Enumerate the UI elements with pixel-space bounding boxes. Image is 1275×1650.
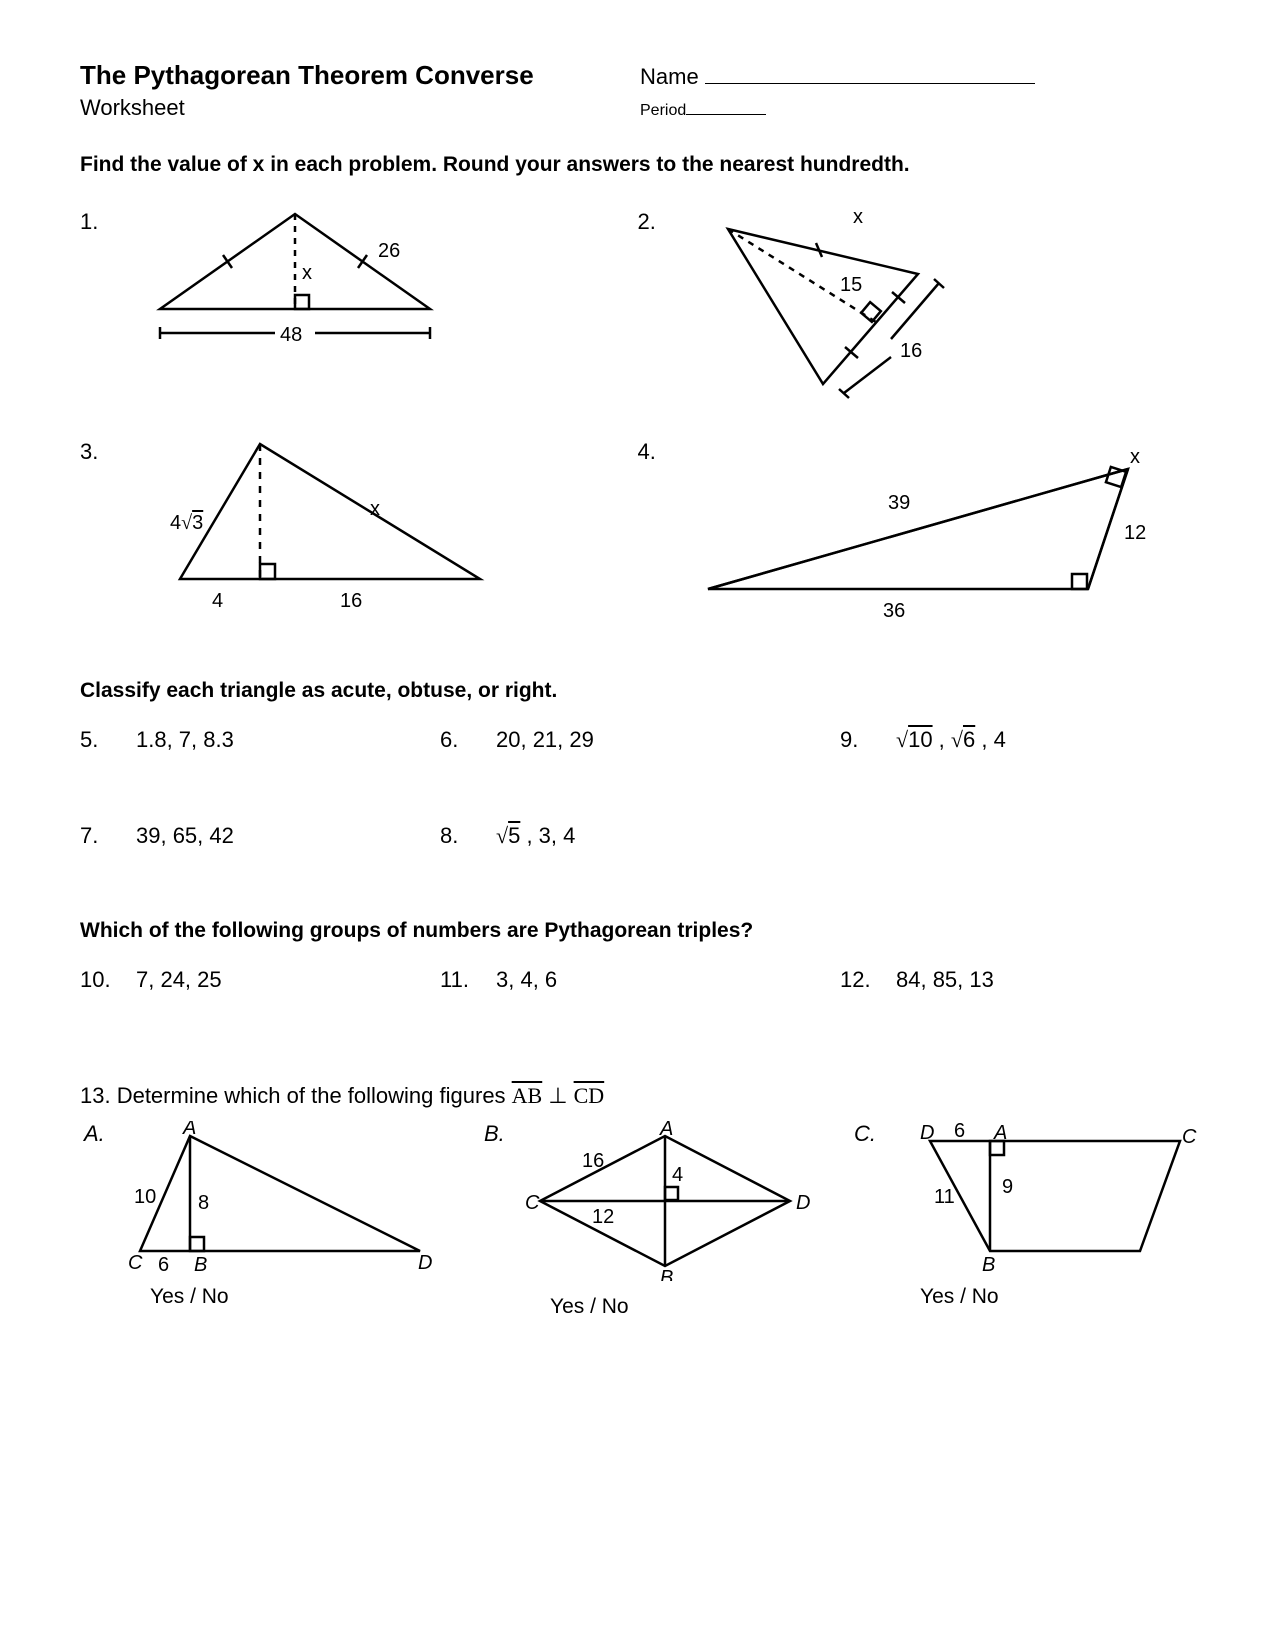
instructions-2: Classify each triangle as acute, obtuse,… (80, 679, 1195, 703)
page-title: The Pythagorean Theorem Converse (80, 60, 640, 91)
name-blank[interactable] (705, 83, 1035, 84)
svg-text:39: 39 (888, 492, 910, 514)
figure-13a: A. A C B D 10 8 6 Yes / No (80, 1121, 480, 1319)
svg-text:4√3: 4√3 (170, 512, 203, 534)
figure-2: x 15 16 (688, 199, 988, 399)
figure-4: 39 12 36 x (688, 429, 1188, 629)
subtitle: Worksheet (80, 95, 640, 121)
svg-text:C: C (1182, 1126, 1197, 1148)
svg-text:C: C (128, 1252, 143, 1271)
svg-text:A: A (993, 1122, 1007, 1144)
svg-text:16: 16 (340, 590, 362, 612)
svg-text:16: 16 (900, 340, 922, 362)
svg-text:D: D (920, 1122, 934, 1144)
problem-number: 2. (638, 199, 688, 235)
svg-text:B: B (982, 1254, 995, 1271)
problem-12: 12.84, 85, 13 (840, 967, 1140, 993)
svg-text:C: C (525, 1192, 540, 1214)
problem-10: 10.7, 24, 25 (80, 967, 440, 993)
period-label: Period (640, 102, 766, 120)
question-13: 13. Determine which of the following fig… (80, 1083, 1195, 1109)
svg-text:12: 12 (592, 1206, 614, 1228)
svg-text:x: x (370, 498, 380, 520)
figure-13c: C. D A C B 6 9 11 Yes / No (850, 1121, 1190, 1319)
svg-text:48: 48 (280, 324, 302, 346)
svg-text:15: 15 (840, 274, 862, 296)
problem-number: 4. (638, 429, 688, 465)
problem-8: 8. √5 , 3, 4 (440, 823, 840, 849)
problem-11: 11.3, 4, 6 (440, 967, 840, 993)
svg-text:6: 6 (954, 1121, 965, 1142)
figure-1: 26 x 48 (130, 199, 470, 369)
svg-text:11: 11 (934, 1186, 955, 1208)
svg-text:B: B (660, 1267, 673, 1281)
figure-13b: B. A C D B 16 4 12 Yes / (480, 1121, 850, 1319)
instructions-1: Find the value of x in each problem. Rou… (80, 153, 1195, 177)
svg-text:D: D (418, 1252, 432, 1271)
problem-number: 3. (80, 429, 130, 465)
svg-text:4: 4 (212, 590, 223, 612)
svg-text:8: 8 (198, 1192, 209, 1214)
svg-text:36: 36 (883, 600, 905, 622)
svg-text:x: x (302, 262, 312, 284)
svg-text:6: 6 (158, 1254, 169, 1271)
svg-text:D: D (796, 1192, 810, 1214)
problem-6: 6.20, 21, 29 (440, 727, 840, 753)
svg-text:10: 10 (134, 1186, 156, 1208)
svg-text:26: 26 (378, 240, 400, 262)
problem-9: 9. √10 , √6 , 4 (840, 727, 1140, 753)
svg-text:4: 4 (672, 1164, 683, 1186)
yes-no[interactable]: Yes / No (150, 1285, 229, 1309)
name-label: Name (640, 64, 1035, 90)
svg-text:16: 16 (582, 1150, 604, 1172)
problem-7: 7.39, 65, 42 (80, 823, 440, 849)
yes-no[interactable]: Yes / No (550, 1295, 629, 1319)
svg-text:B: B (194, 1254, 207, 1271)
figure-3: 4√3 x 4 16 (130, 429, 510, 619)
yes-no[interactable]: Yes / No (920, 1285, 999, 1309)
svg-text:A: A (659, 1121, 673, 1140)
instructions-3: Which of the following groups of numbers… (80, 919, 1195, 943)
problem-number: 1. (80, 199, 130, 235)
svg-text:A: A (182, 1121, 196, 1139)
svg-text:12: 12 (1124, 522, 1146, 544)
svg-text:x: x (1130, 446, 1140, 468)
svg-text:x: x (853, 206, 863, 228)
problem-5: 5.1.8, 7, 8.3 (80, 727, 440, 753)
svg-text:9: 9 (1002, 1176, 1013, 1198)
period-blank[interactable] (686, 114, 766, 115)
